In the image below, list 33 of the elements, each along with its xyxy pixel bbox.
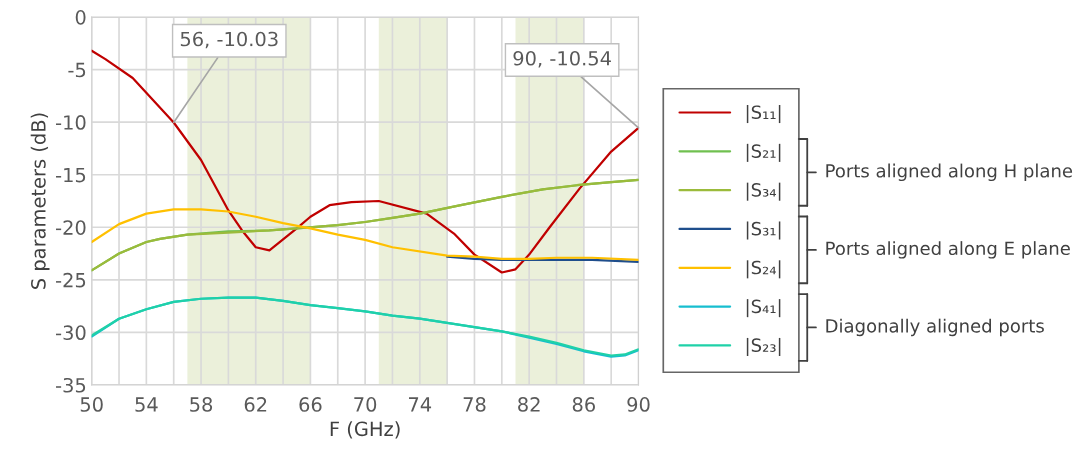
y-tick-label: -20 <box>56 220 86 235</box>
text: Diagonally aligned ports <box>826 318 1044 337</box>
legend-label: |S₂₄| <box>746 260 781 279</box>
x-tick-label: 62 <box>244 397 267 412</box>
legend-label: |S₂₃| <box>746 337 781 356</box>
y-tick-label: -25 <box>56 272 86 288</box>
y-axis-title: S parameters (dB) <box>30 113 50 289</box>
annotation: 90, -10.54 <box>513 50 611 68</box>
y-tick-label: -15 <box>56 167 86 183</box>
y-tick-label: -5 <box>68 62 86 78</box>
legend-label: |S₁₁| <box>746 105 781 124</box>
x-tick-label: 58 <box>190 397 213 412</box>
y-tick-label: -35 <box>56 377 86 393</box>
x-tick-label: 50 <box>80 397 103 412</box>
legend-label: |S₃₁| <box>746 221 781 240</box>
text: Ports aligned along H plane <box>826 163 1073 182</box>
x-tick-label: 66 <box>299 397 322 412</box>
y-tick-label: -10 <box>56 115 86 130</box>
y-tick-label: 0 <box>75 10 86 25</box>
legend-label: |S₄₁| <box>746 299 781 318</box>
y-tick-label: -30 <box>56 325 86 341</box>
legend-label: |S₂₁| <box>746 143 781 162</box>
x-axis-title: F (GHz) <box>330 421 400 439</box>
x-tick-label: 90 <box>627 397 650 412</box>
text: Ports aligned along E plane <box>826 241 1070 259</box>
x-tick-label: 74 <box>409 397 432 412</box>
x-tick-label: 86 <box>572 397 595 412</box>
x-tick-label: 54 <box>135 397 158 412</box>
x-tick-label: 82 <box>518 397 540 412</box>
legend-label: |S₃₄| <box>746 182 781 201</box>
annotation: 56, -10.03 <box>180 31 278 49</box>
x-tick-label: 70 <box>354 397 377 412</box>
x-tick-label: 78 <box>463 397 486 412</box>
